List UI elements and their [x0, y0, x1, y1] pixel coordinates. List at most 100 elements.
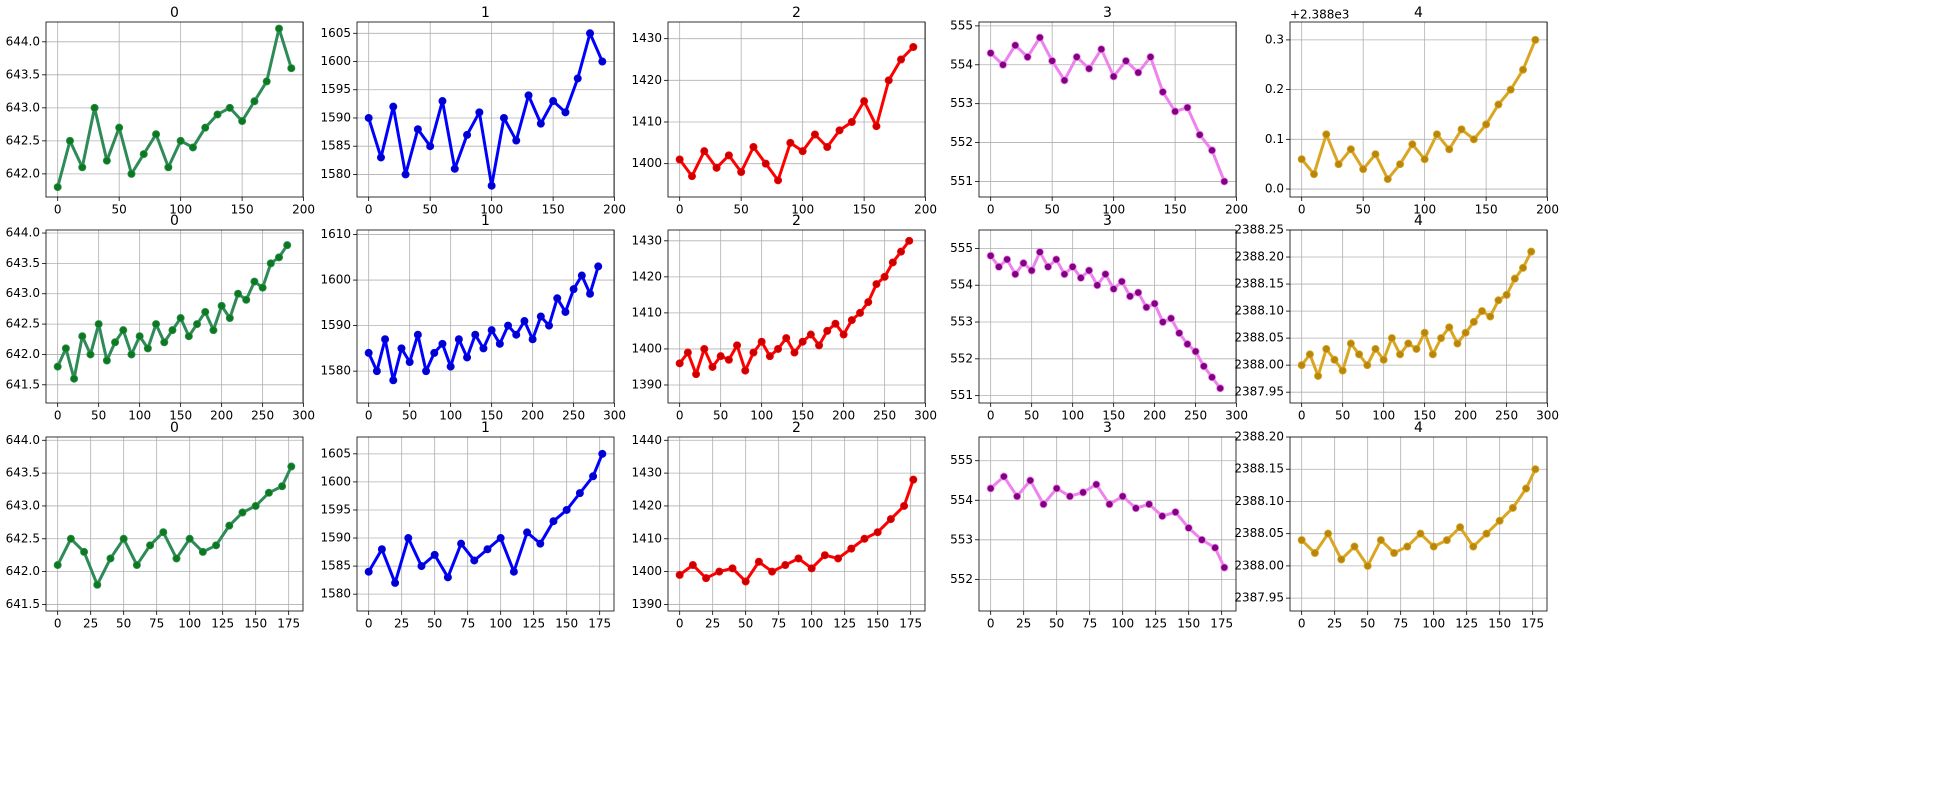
marker — [1346, 339, 1355, 348]
marker — [1134, 68, 1143, 77]
marker — [749, 348, 758, 357]
marker — [443, 573, 452, 582]
marker — [528, 335, 537, 344]
marker — [457, 539, 466, 548]
x-tick-label: 150 — [853, 203, 876, 217]
marker — [1023, 53, 1032, 62]
marker — [1486, 312, 1495, 321]
chart-title: 1 — [481, 213, 490, 229]
x-tick-label: 300 — [1225, 409, 1248, 423]
marker — [594, 262, 603, 271]
marker — [381, 335, 390, 344]
x-tick-label: 0 — [676, 617, 684, 631]
marker — [1445, 145, 1454, 154]
y-tick-label: 554 — [950, 57, 973, 71]
marker — [1216, 384, 1225, 393]
marker — [471, 330, 480, 339]
marker — [1150, 299, 1159, 308]
x-tick-label: 200 — [292, 203, 315, 217]
y-tick-label: 2388.05 — [1234, 526, 1284, 540]
marker — [102, 356, 111, 365]
y-tick-label: 553 — [950, 96, 973, 110]
marker — [536, 539, 545, 548]
marker — [1396, 160, 1405, 169]
marker — [798, 147, 807, 156]
marker — [1510, 274, 1519, 283]
y-tick-label: 2388.15 — [1234, 277, 1284, 291]
marker — [700, 344, 709, 353]
x-tick-label: 25 — [1016, 617, 1031, 631]
marker — [212, 541, 221, 550]
marker — [872, 122, 881, 131]
marker — [1324, 529, 1333, 538]
marker — [1027, 266, 1036, 275]
marker — [1371, 150, 1380, 159]
marker — [1195, 130, 1204, 139]
x-tick-label: 50 — [402, 409, 417, 423]
marker — [728, 564, 737, 573]
y-tick-label: 552 — [950, 351, 973, 365]
marker — [115, 123, 124, 132]
series-line — [367, 453, 604, 585]
marker — [1478, 307, 1487, 316]
marker — [250, 97, 259, 106]
x-tick-label: 0 — [365, 203, 373, 217]
marker — [1390, 549, 1399, 558]
x-tick-label: 50 — [116, 617, 131, 631]
marker — [1026, 476, 1035, 485]
x-tick-label: 100 — [178, 617, 201, 631]
marker — [119, 326, 128, 335]
marker — [1355, 350, 1364, 359]
marker — [1035, 33, 1044, 42]
marker — [573, 74, 582, 83]
chart-title: 0 — [170, 213, 179, 229]
marker — [364, 567, 373, 576]
marker — [749, 142, 758, 151]
marker — [834, 554, 843, 563]
marker — [1314, 371, 1323, 380]
y-tick-label: 1410 — [631, 115, 662, 129]
x-tick-label: 50 — [112, 203, 127, 217]
marker — [1519, 65, 1528, 74]
marker — [94, 320, 103, 329]
x-tick-label: 200 — [1143, 409, 1166, 423]
marker — [483, 545, 492, 554]
y-tick-label: 1580 — [320, 587, 351, 601]
marker — [790, 348, 799, 357]
marker — [553, 294, 562, 303]
marker — [1297, 361, 1306, 370]
x-tick-label: 100 — [800, 617, 823, 631]
marker — [897, 55, 906, 64]
marker — [391, 578, 400, 587]
marker — [1396, 350, 1405, 359]
marker — [545, 321, 554, 330]
marker — [417, 562, 426, 571]
x-tick-label: 100 — [1061, 409, 1084, 423]
marker — [1171, 508, 1180, 517]
marker — [909, 475, 918, 484]
x-tick-label: 200 — [1225, 203, 1248, 217]
marker — [242, 295, 251, 304]
y-tick-label: 643.5 — [6, 67, 40, 81]
marker — [53, 183, 62, 192]
marker — [234, 289, 243, 298]
x-tick-label: 200 — [832, 409, 855, 423]
marker — [589, 472, 598, 481]
marker — [798, 337, 807, 346]
marker — [119, 534, 128, 543]
marker — [815, 341, 824, 350]
y-tick-label: 1605 — [320, 446, 351, 460]
marker — [160, 338, 169, 347]
plot-frame — [667, 436, 926, 612]
marker — [487, 181, 496, 190]
marker — [152, 320, 161, 329]
marker — [287, 64, 296, 73]
marker — [897, 247, 906, 256]
marker — [504, 321, 513, 330]
x-tick-label: 100 — [1413, 203, 1436, 217]
x-tick-label: 0 — [54, 409, 62, 423]
marker — [1146, 53, 1155, 62]
marker — [1522, 484, 1531, 493]
chart-title: 4 — [1414, 5, 1423, 21]
marker — [463, 353, 472, 362]
